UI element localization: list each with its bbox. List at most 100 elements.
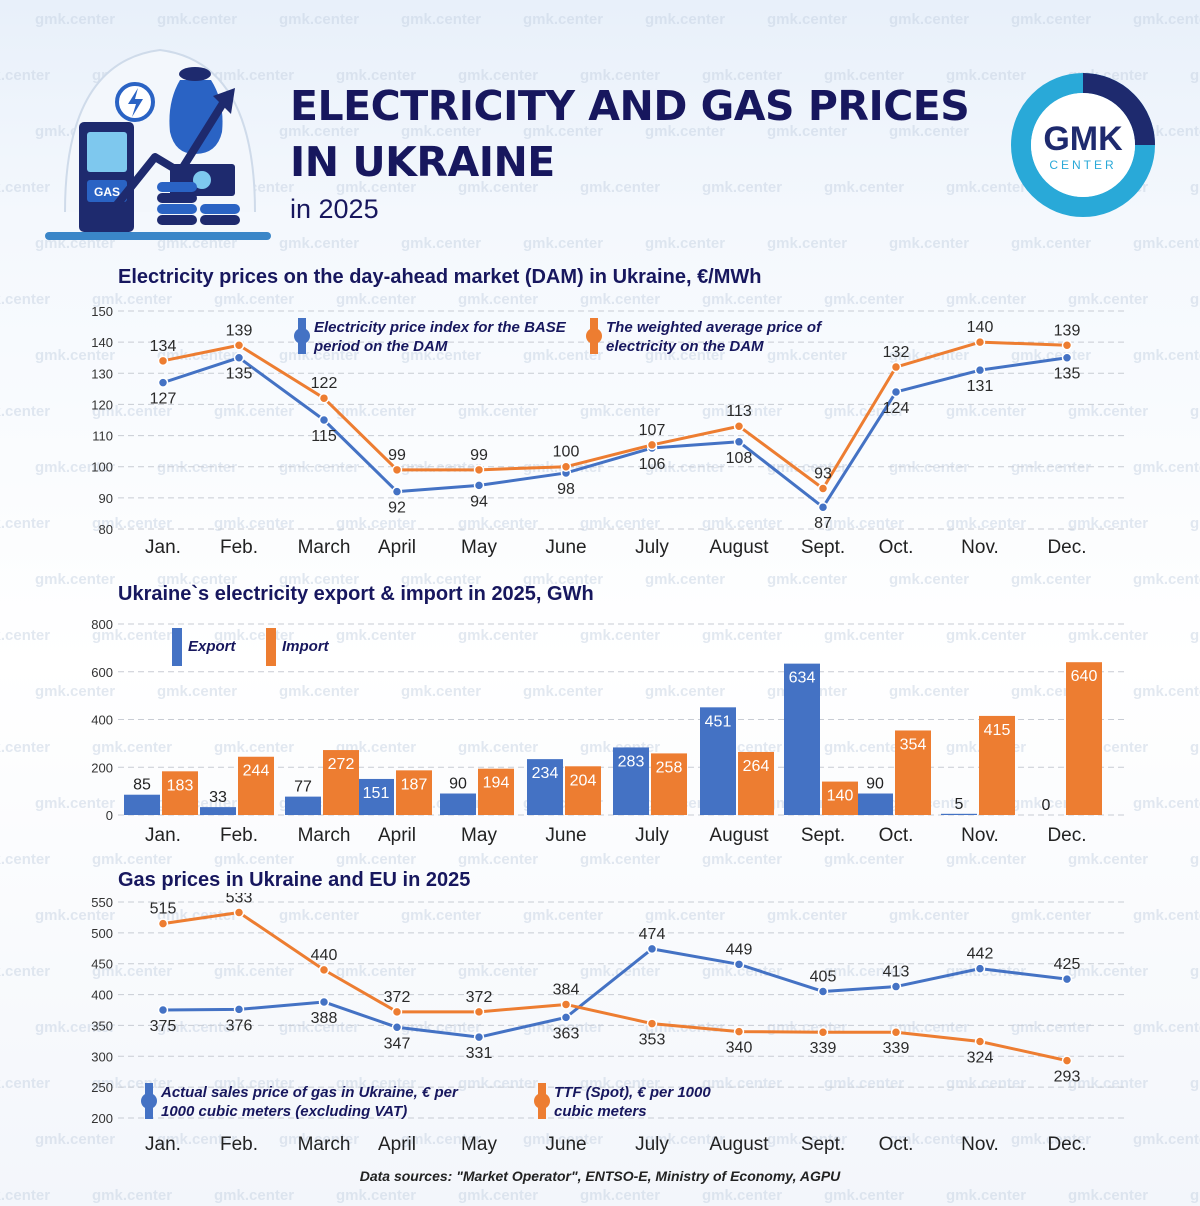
trade-y-tick: 800: [91, 617, 113, 632]
trade-data-label: 354: [900, 736, 927, 753]
gas-data-label: 363: [553, 1025, 580, 1042]
trade-bar-import: [822, 781, 858, 815]
dam-chart-title: Electricity prices on the day-ahead mark…: [118, 266, 762, 288]
trade-bar-import: [1066, 662, 1102, 815]
trade-data-label: 183: [167, 777, 194, 794]
page-subtitle: in 2025: [290, 194, 379, 224]
trade-data-label: 244: [243, 763, 270, 780]
gas-legend-label: TTF (Spot), € per 1000: [554, 1084, 711, 1101]
gas-y-tick: 200: [91, 1111, 113, 1126]
dam-legend-marker: [294, 328, 310, 344]
trade-bar-export: [613, 747, 649, 815]
gas-x-tick: March: [298, 1134, 351, 1155]
watermark-text: gmk.center: [767, 571, 847, 588]
watermark-text: gmk.center: [1190, 1187, 1200, 1204]
dam-x-tick: August: [709, 537, 769, 558]
watermark-text: gmk.center: [1133, 571, 1200, 588]
trade-bar-export: [784, 663, 820, 815]
dam-data-label: 124: [883, 400, 910, 417]
gas-x-tick: July: [635, 1134, 669, 1155]
dam-data-label: 94: [470, 493, 488, 510]
dam-y-tick: 130: [91, 366, 113, 381]
gas-legend-marker: [141, 1093, 157, 1109]
dam-data-point: [473, 464, 485, 476]
trade-x-tick: Oct.: [879, 825, 914, 846]
dam-data-label: 108: [726, 450, 753, 467]
dam-data-point: [473, 480, 485, 491]
trade-bar-export: [200, 807, 236, 815]
dam-legend-label: period on the DAM: [313, 338, 448, 355]
trade-legend-label: Export: [188, 638, 237, 655]
gas-data-point: [157, 1004, 169, 1016]
trade-x-tick: Feb.: [220, 825, 258, 846]
gas-price-chart: 200 250 300 350 400 450 500 550 375 376 388 347 331 3…: [91, 893, 1125, 1155]
trade-bar-import: [738, 751, 774, 815]
trade-bar-import: [323, 750, 359, 815]
trade-y-tick: 400: [91, 713, 113, 728]
trade-bar-import: [162, 771, 198, 815]
dam-data-label: 115: [311, 428, 337, 445]
dam-data-point: [157, 355, 169, 367]
gas-data-label: 449: [726, 941, 753, 958]
gas-data-point: [233, 907, 245, 918]
hero-illustration: GAS: [45, 48, 271, 240]
gas-data-label: 340: [726, 1040, 753, 1057]
dam-y-tick: 80: [99, 522, 113, 537]
dam-data-point: [318, 392, 330, 404]
gas-data-point: [233, 1004, 245, 1015]
gas-data-point: [817, 986, 829, 997]
watermark-text: gmk.center: [889, 571, 969, 588]
trade-data-label: 234: [532, 765, 559, 782]
trade-bar-import: [565, 766, 601, 815]
gas-data-point: [890, 1026, 902, 1038]
dam-data-label: 131: [967, 378, 994, 395]
trade-bar-import: [895, 730, 931, 815]
dam-x-tick: Jan.: [145, 537, 181, 558]
trade-data-label: 451: [705, 713, 732, 730]
watermark-text: gmk.center: [946, 1187, 1026, 1204]
dam-data-label: 132: [883, 344, 910, 361]
trade-legend-swatch: [172, 628, 182, 666]
gas-data-label: 324: [967, 1049, 994, 1066]
gas-data-point: [473, 1006, 485, 1018]
trade-x-tick: April: [378, 825, 416, 846]
dam-price-chart: 80 90 100 110 120 130 140 150 127 135 115 92 94 98 106…: [91, 304, 1125, 558]
gas-data-point: [890, 981, 902, 992]
dam-data-point: [318, 414, 330, 426]
dam-data-point: [560, 461, 572, 472]
gas-legend-label: Actual sales price of gas in Ukraine, € …: [160, 1084, 459, 1101]
trade-x-tick: March: [298, 825, 351, 846]
dam-x-tick: April: [378, 537, 416, 558]
dam-y-tick: 90: [99, 491, 113, 506]
gas-badge-label: GAS: [94, 185, 120, 199]
gas-x-tick: April: [378, 1134, 416, 1155]
trade-x-tick: Jan.: [145, 825, 181, 846]
dam-data-label: 99: [388, 447, 406, 464]
dam-data-label: 107: [639, 422, 666, 439]
gas-x-tick: Feb.: [220, 1134, 258, 1155]
trade-bar-export: [440, 793, 476, 815]
trade-y-tick: 600: [91, 665, 113, 680]
watermark-text: gmk.center: [214, 1187, 294, 1204]
gas-station-icon: GAS: [79, 122, 134, 232]
gas-data-label: 293: [1054, 1069, 1081, 1086]
gas-data-label: 375: [150, 1018, 177, 1035]
trade-bar-import: [651, 753, 687, 815]
dam-y-tick: 110: [92, 429, 113, 444]
gas-data-label: 331: [466, 1045, 493, 1062]
gas-data-point: [391, 1022, 403, 1033]
gas-data-point: [1061, 1055, 1073, 1066]
gas-data-label: 353: [639, 1032, 666, 1049]
watermark-text: gmk.center: [35, 571, 115, 588]
dam-data-label: 135: [1054, 366, 1081, 383]
trade-data-label: 85: [133, 777, 151, 794]
dam-data-label: 134: [150, 338, 177, 355]
trade-bar-export: [857, 793, 893, 815]
trade-bar-import: [238, 756, 274, 815]
dam-x-tick: March: [298, 537, 351, 558]
gas-data-point: [974, 963, 986, 974]
trade-data-label: 0: [1042, 797, 1051, 814]
trade-x-tick: July: [635, 825, 669, 846]
gas-data-label: 405: [810, 968, 837, 985]
gas-legend-label: cubic meters: [554, 1103, 647, 1120]
